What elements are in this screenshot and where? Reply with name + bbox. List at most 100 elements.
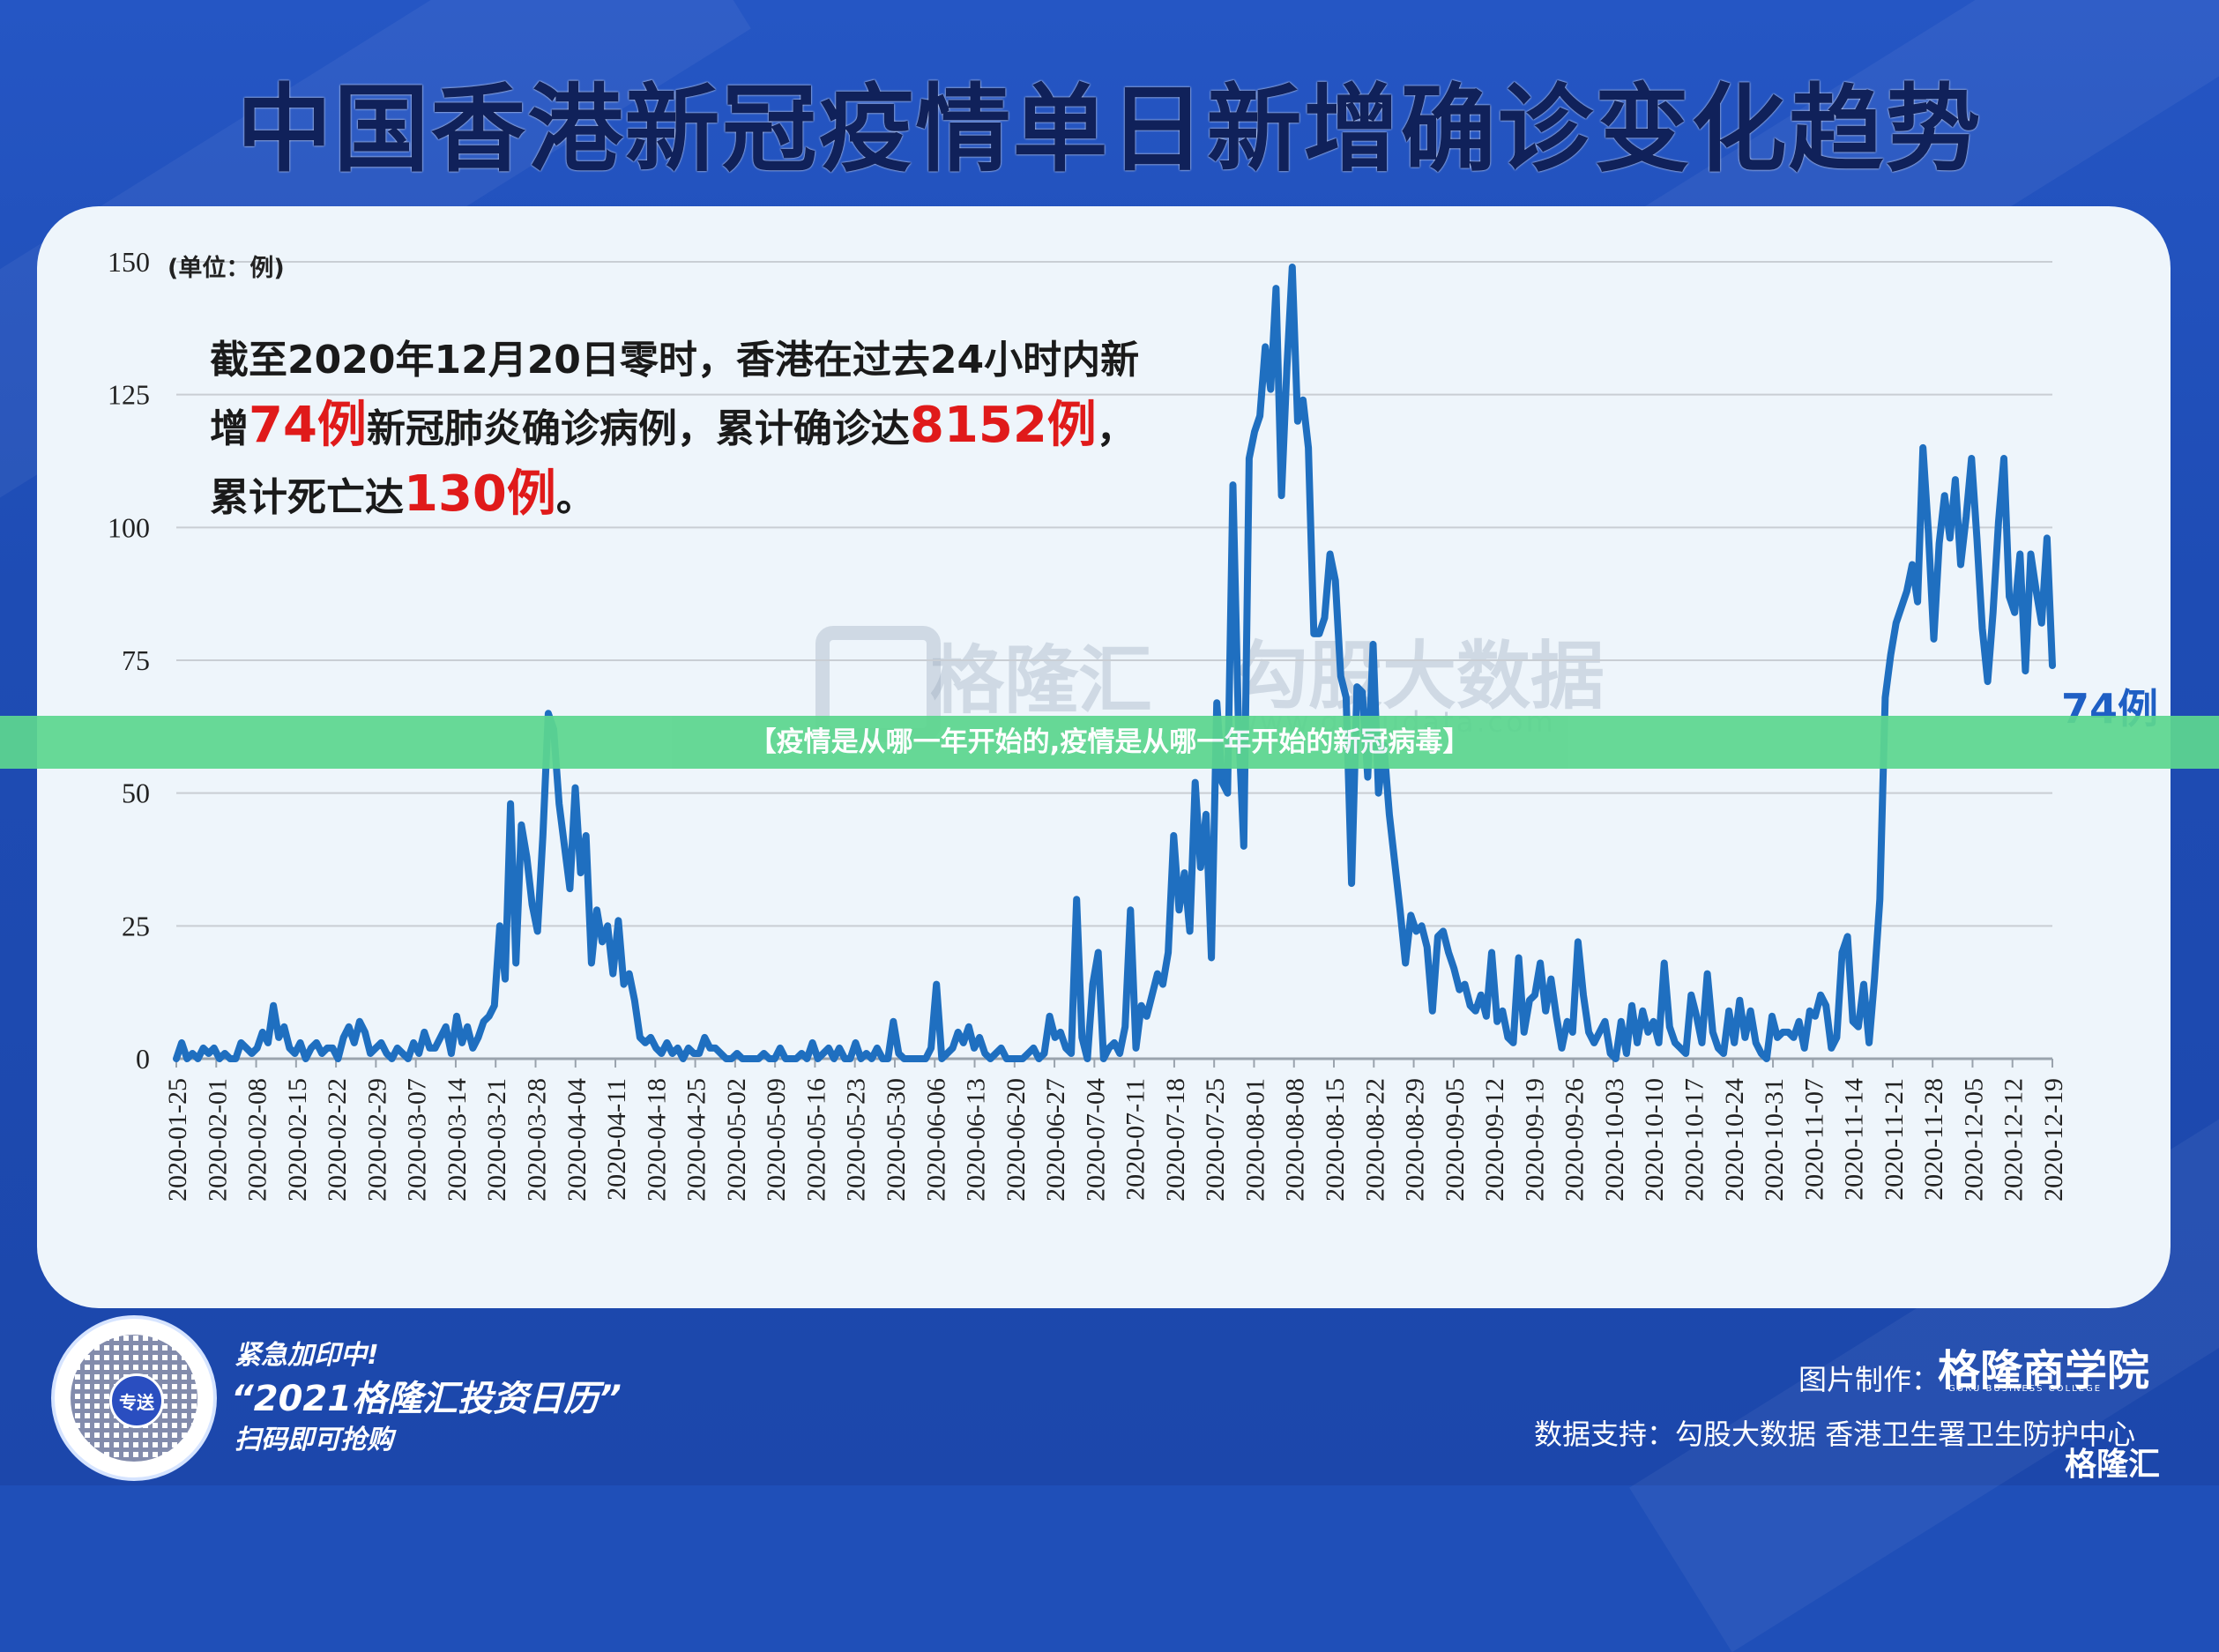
x-tick-label: 2020-08-08 xyxy=(1281,1078,1310,1202)
data-point xyxy=(346,1023,352,1030)
data-point xyxy=(281,1023,287,1030)
data-point xyxy=(1106,1045,1112,1051)
data-point xyxy=(1451,965,1457,971)
data-point xyxy=(1278,493,1284,499)
data-point xyxy=(696,1051,703,1056)
data-point xyxy=(243,1045,249,1051)
data-point xyxy=(1672,1039,1678,1046)
data-point xyxy=(351,1039,357,1046)
data-point xyxy=(901,1056,907,1061)
data-point xyxy=(1025,1051,1031,1056)
data-point xyxy=(205,1051,212,1056)
data-point xyxy=(1888,652,1894,658)
data-point xyxy=(1861,981,1866,987)
data-point xyxy=(1472,1008,1478,1014)
data-point xyxy=(222,1051,227,1056)
data-point xyxy=(637,1034,643,1040)
data-point xyxy=(626,971,632,977)
data-point xyxy=(302,1056,309,1061)
data-point xyxy=(1850,1018,1856,1024)
data-point xyxy=(1354,684,1360,690)
promo-line-2: “2021格隆汇投资日历” xyxy=(231,1379,622,1419)
data-point xyxy=(1910,562,1915,568)
data-point xyxy=(1316,630,1322,636)
data-point xyxy=(513,960,519,966)
data-point xyxy=(982,1051,988,1056)
x-tick-label: 2020-11-14 xyxy=(1840,1078,1869,1201)
data-point xyxy=(2033,588,2039,594)
data-point xyxy=(1538,960,1544,966)
data-point xyxy=(1370,641,1376,647)
x-tick-label: 2020-09-05 xyxy=(1441,1078,1470,1202)
data-point xyxy=(1602,1018,1608,1024)
x-axis-ticks: 2020-01-25 2020-02-01 2020-02-08 2020-02-15… xyxy=(163,1059,2068,1202)
x-tick-label: 2020-07-18 xyxy=(1161,1078,1190,1202)
data-point xyxy=(378,1039,384,1046)
data-point xyxy=(1618,1018,1624,1024)
data-point xyxy=(454,1013,459,1019)
x-tick-label: 2020-10-17 xyxy=(1680,1078,1709,1202)
annotation-text: 截至2020年12月20日零时，香港在过去24小时内新 xyxy=(210,338,1140,383)
data-point xyxy=(1187,928,1193,934)
data-point xyxy=(1678,1045,1684,1051)
data-point xyxy=(740,1056,746,1061)
data-point xyxy=(1634,1039,1641,1046)
data-point xyxy=(1014,1056,1020,1061)
data-point xyxy=(1510,1039,1516,1046)
x-tick-label: 2020-06-20 xyxy=(1002,1078,1031,1202)
data-point xyxy=(373,1045,379,1051)
data-point xyxy=(1069,1051,1075,1056)
data-point xyxy=(1591,1039,1597,1046)
data-point xyxy=(503,976,508,982)
data-point xyxy=(842,1056,848,1061)
data-point xyxy=(1564,1018,1570,1024)
data-point xyxy=(362,1029,368,1035)
x-tick-label: 2020-07-11 xyxy=(1121,1078,1150,1201)
data-point xyxy=(707,1045,713,1051)
data-point xyxy=(987,1056,994,1061)
data-point xyxy=(1494,1018,1500,1024)
data-point xyxy=(416,1051,422,1056)
data-point xyxy=(2017,551,2023,557)
data-point xyxy=(1074,897,1080,903)
data-point xyxy=(545,711,551,717)
data-point xyxy=(977,1034,983,1040)
data-point xyxy=(459,1039,465,1046)
data-point xyxy=(249,1051,255,1056)
x-tick-label: 2020-04-25 xyxy=(682,1078,711,1202)
data-point xyxy=(179,1039,185,1046)
data-point xyxy=(1456,986,1463,993)
data-point xyxy=(1607,1051,1613,1056)
x-tick-label: 2020-05-02 xyxy=(722,1078,751,1202)
data-point xyxy=(1031,1045,1037,1051)
data-point xyxy=(928,1045,935,1051)
x-tick-label: 2020-02-08 xyxy=(243,1078,272,1202)
data-point xyxy=(718,1051,724,1056)
data-point xyxy=(799,1051,805,1056)
data-point xyxy=(314,1039,319,1046)
data-point xyxy=(804,1056,810,1061)
data-point xyxy=(330,1045,336,1051)
data-point xyxy=(960,1039,966,1046)
data-point xyxy=(1828,1045,1835,1051)
data-point xyxy=(1036,1056,1042,1061)
brand-logo: 格隆商学院 xyxy=(1938,1346,2150,1395)
data-point xyxy=(1763,1056,1769,1061)
data-point xyxy=(1780,1029,1786,1035)
data-point xyxy=(680,1056,686,1061)
data-point xyxy=(750,1056,756,1061)
data-point xyxy=(1731,1039,1738,1046)
data-point xyxy=(1553,1013,1560,1019)
data-point xyxy=(1898,604,1904,610)
qr-code[interactable]: 专送 xyxy=(51,1315,217,1481)
data-point xyxy=(1230,482,1236,488)
x-tick-label: 2020-02-29 xyxy=(362,1078,391,1202)
data-point xyxy=(1478,992,1484,998)
deaths-value: 130例 xyxy=(404,465,556,523)
data-point xyxy=(1128,907,1134,913)
data-point xyxy=(944,1051,950,1056)
x-tick-label: 2020-11-07 xyxy=(1799,1078,1828,1201)
data-point xyxy=(184,1056,190,1061)
data-point xyxy=(874,1045,880,1051)
